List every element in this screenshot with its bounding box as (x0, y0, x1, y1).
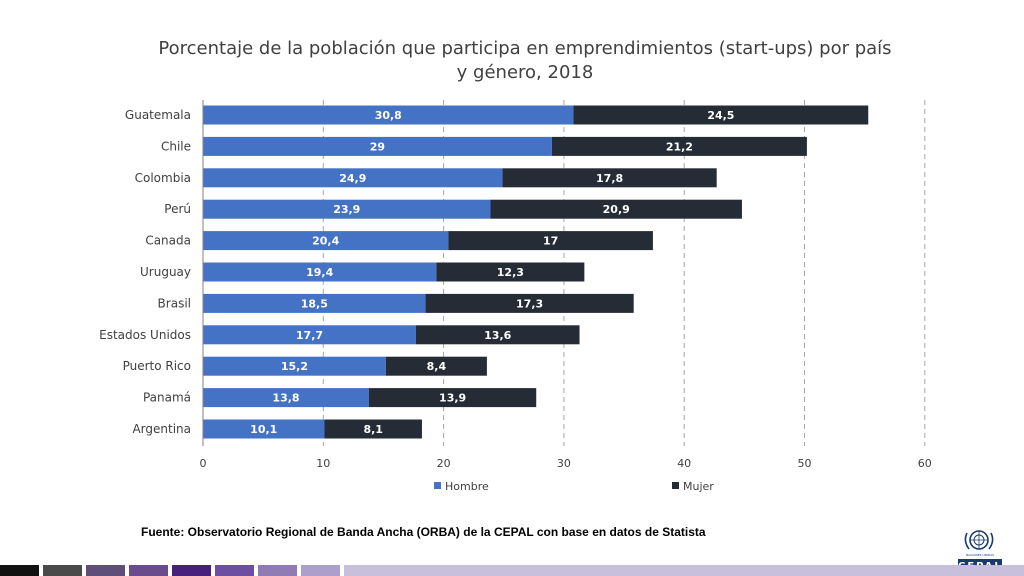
bar-mujer-uruguay (436, 262, 585, 282)
category-label-estados-unidos: Estados Unidos (99, 328, 191, 342)
data-label-hombre-guatemala: 30,8 (375, 109, 402, 122)
bar-mujer-argentina (324, 419, 422, 439)
x-tick-label-20: 20 (437, 457, 451, 470)
bar-mujer-guatemala (573, 105, 869, 125)
footer-segment (258, 565, 297, 576)
footer-segment (301, 565, 340, 576)
data-label-hombre-colombia: 24,9 (339, 172, 366, 185)
bar-mujer-colombia (502, 168, 717, 188)
bar-mujer-estados-unidos (415, 325, 580, 345)
data-label-hombre-uruguay: 19,4 (306, 266, 333, 279)
x-tick-label-60: 60 (918, 457, 932, 470)
data-label-hombre-estados-unidos: 17,7 (296, 329, 323, 342)
logo-caption: NACIONES UNIDAS (965, 553, 995, 557)
x-tick-label-30: 30 (557, 457, 571, 470)
bar-mujer-brasil (425, 293, 634, 313)
bar-mujer-chile (551, 136, 807, 156)
data-label-mujer-puerto-rico: 8,4 (427, 360, 447, 373)
legend-label-mujer: Mujer (683, 480, 714, 493)
category-label-puerto-rico: Puerto Rico (123, 359, 191, 373)
category-label-colombia: Colombia (135, 171, 191, 185)
data-label-hombre-perú: 23,9 (333, 203, 360, 216)
x-tick-label-40: 40 (677, 457, 691, 470)
data-label-mujer-chile: 21,2 (666, 140, 693, 153)
footer-segment (215, 565, 254, 576)
data-label-hombre-brasil: 18,5 (301, 297, 328, 310)
bar-mujer-perú (490, 199, 742, 219)
bar-mujer-panamá (369, 388, 537, 408)
category-label-chile: Chile (161, 139, 191, 153)
x-tick-label-10: 10 (316, 457, 330, 470)
data-label-mujer-colombia: 17,8 (596, 172, 623, 185)
footer-segment (0, 565, 39, 576)
data-label-mujer-canada: 17 (543, 235, 558, 248)
legend-label-hombre: Hombre (445, 480, 489, 493)
data-label-hombre-canada: 20,4 (312, 235, 339, 248)
data-label-mujer-brasil: 17,3 (516, 297, 543, 310)
category-label-panamá: Panamá (143, 391, 191, 405)
bar-hombre-argentina (203, 419, 325, 439)
bar-hombre-guatemala (203, 105, 574, 125)
data-label-mujer-argentina: 8,1 (363, 423, 383, 436)
data-label-mujer-panamá: 13,9 (439, 392, 466, 405)
footer-segment (43, 565, 82, 576)
category-label-canada: Canada (145, 234, 191, 248)
footer-segment (86, 565, 125, 576)
bar-hombre-brasil (203, 293, 426, 313)
category-label-uruguay: Uruguay (140, 265, 191, 279)
data-label-hombre-puerto-rico: 15,2 (281, 360, 308, 373)
bar-hombre-perú (203, 199, 491, 219)
bar-hombre-colombia (203, 168, 503, 188)
bar-hombre-canada (203, 231, 449, 251)
x-tick-label-0: 0 (200, 457, 207, 470)
category-label-guatemala: Guatemala (125, 108, 191, 122)
bar-mujer-canada (448, 231, 653, 251)
data-label-mujer-guatemala: 24,5 (707, 109, 734, 122)
footer-segment (344, 565, 1024, 576)
data-label-mujer-perú: 20,9 (603, 203, 630, 216)
category-label-brasil: Brasil (158, 296, 191, 310)
source-note: Fuente: Observatorio Regional de Banda A… (141, 525, 706, 539)
category-label-perú: Perú (164, 202, 191, 216)
un-emblem-icon (964, 530, 994, 550)
footer-segment (129, 565, 168, 576)
category-label-argentina: Argentina (132, 422, 191, 436)
bar-hombre-estados-unidos (203, 325, 416, 345)
bar-hombre-chile (203, 136, 552, 156)
data-label-mujer-estados-unidos: 13,6 (484, 329, 511, 342)
bar-hombre-uruguay (203, 262, 437, 282)
data-label-mujer-uruguay: 12,3 (497, 266, 524, 279)
footer-color-strip (0, 565, 1024, 576)
x-tick-label-50: 50 (798, 457, 812, 470)
chart-title-line-2: y género, 2018 (456, 62, 594, 83)
chart-title-line-1: Porcentaje de la población que participa… (158, 38, 892, 59)
stacked-bar-chart: Guatemala 30,8 24,5 Chile 29 21,2 Colombia 24,9… (99, 100, 932, 493)
data-label-hombre-chile: 29 (370, 140, 385, 153)
data-label-hombre-panamá: 13,8 (272, 392, 299, 405)
legend-swatch-mujer (672, 482, 679, 489)
bar-mujer-puerto-rico (385, 356, 487, 376)
bar-hombre-panamá (203, 388, 370, 408)
footer-segment (172, 565, 211, 576)
data-label-hombre-argentina: 10,1 (250, 423, 277, 436)
bar-hombre-puerto-rico (203, 356, 386, 376)
legend-swatch-hombre (434, 482, 441, 489)
